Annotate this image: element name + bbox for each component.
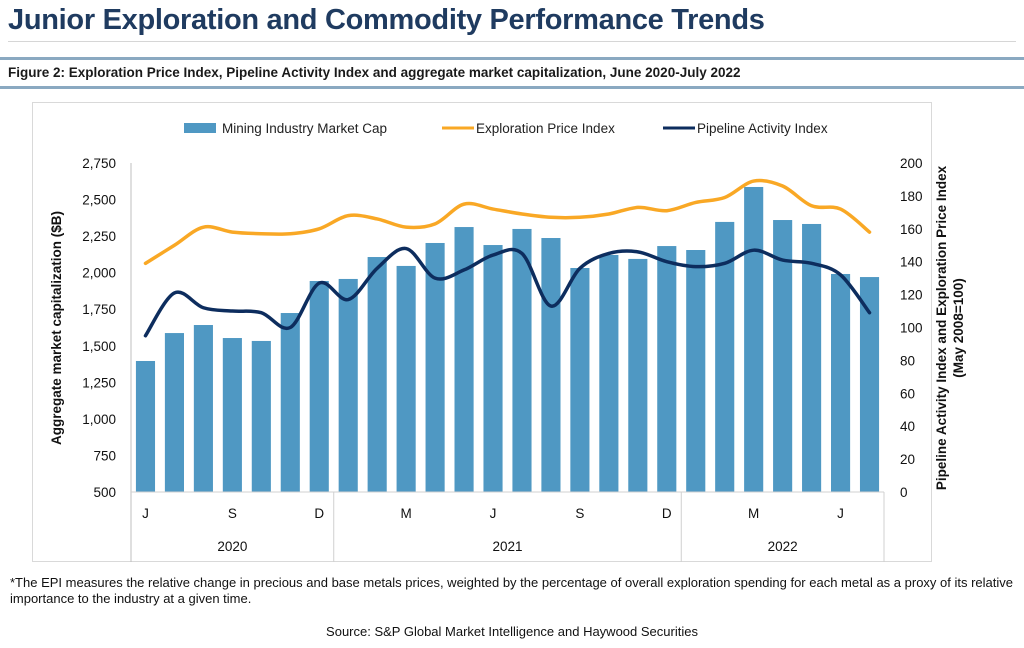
x-year-label: 2020 bbox=[217, 539, 247, 554]
y-tick-label-right: 200 bbox=[900, 156, 923, 171]
legend-label-market-cap: Mining Industry Market Cap bbox=[222, 121, 387, 136]
y-tick-label-right: 60 bbox=[900, 386, 915, 401]
caption-bottom-rule bbox=[0, 86, 1024, 89]
bar-market-cap bbox=[454, 227, 474, 492]
x-tick-label: M bbox=[401, 506, 412, 521]
bar-market-cap bbox=[396, 265, 416, 492]
bar-market-cap bbox=[570, 267, 590, 492]
bar-market-cap bbox=[831, 273, 851, 492]
bar-market-cap bbox=[222, 338, 242, 492]
bar-market-cap bbox=[367, 257, 387, 492]
bar-market-cap bbox=[802, 223, 822, 492]
bar-market-cap bbox=[715, 221, 735, 492]
x-tick-label: D bbox=[662, 506, 672, 521]
bar-market-cap bbox=[483, 245, 503, 492]
y-tick-label-right: 80 bbox=[900, 353, 915, 368]
y-tick-label-right: 20 bbox=[900, 452, 915, 467]
bar-market-cap bbox=[309, 281, 329, 492]
market-cap-bars bbox=[135, 186, 880, 492]
bar-market-cap bbox=[193, 325, 213, 492]
y-tick-label-left: 1,500 bbox=[82, 339, 116, 354]
x-tick-label: M bbox=[748, 506, 759, 521]
chart-frame bbox=[32, 102, 932, 562]
source-note: Source: S&P Global Market Intelligence a… bbox=[326, 624, 698, 639]
y-tick-label-right: 160 bbox=[900, 222, 923, 237]
figure-caption: Figure 2: Exploration Price Index, Pipel… bbox=[8, 65, 741, 80]
y-tick-label-left: 2,000 bbox=[82, 266, 116, 281]
bar-market-cap bbox=[512, 228, 532, 492]
y-tick-label-left: 1,000 bbox=[82, 412, 116, 427]
y-tick-label-left: 1,250 bbox=[82, 375, 116, 390]
y-tick-label-right: 180 bbox=[900, 189, 923, 204]
bar-market-cap bbox=[280, 313, 300, 492]
y-tick-label-left: 2,500 bbox=[82, 193, 116, 208]
bar-market-cap bbox=[135, 360, 156, 492]
bar-market-cap bbox=[599, 254, 619, 492]
axes: 500 750 1,000 1,250 1,500 1,750 2,000 2,250 2,50… bbox=[82, 156, 923, 562]
legend-swatch-market-cap bbox=[184, 123, 216, 133]
legend: Mining Industry Market Cap Exploration P… bbox=[184, 121, 828, 136]
y-tick-label-right: 140 bbox=[900, 255, 923, 270]
bar-market-cap bbox=[773, 220, 793, 492]
line-exploration-price-index bbox=[143, 178, 872, 266]
x-tick-label: S bbox=[575, 506, 584, 521]
bar-market-cap bbox=[657, 246, 677, 492]
y-tick-label-left: 2,750 bbox=[82, 156, 116, 171]
x-tick-label: D bbox=[314, 506, 324, 521]
bar-market-cap bbox=[541, 238, 561, 492]
y-axis-title-right-line2: (May 2008=100) bbox=[951, 278, 966, 377]
y-tick-label-right: 0 bbox=[900, 485, 908, 500]
x-tick-label: J bbox=[837, 506, 844, 521]
bar-market-cap bbox=[628, 258, 648, 492]
bar-market-cap bbox=[425, 242, 445, 492]
y-tick-label-right: 120 bbox=[900, 288, 923, 303]
x-year-label: 2021 bbox=[492, 539, 522, 554]
x-tick-label: S bbox=[228, 506, 237, 521]
index-lines bbox=[143, 178, 872, 338]
x-tick-label: J bbox=[490, 506, 497, 521]
legend-label-pai: Pipeline Activity Index bbox=[697, 121, 828, 136]
bar-market-cap bbox=[859, 277, 880, 492]
footnote: *The EPI measures the relative change in… bbox=[10, 575, 1014, 606]
y-tick-label-right: 40 bbox=[900, 419, 915, 434]
bar-market-cap bbox=[686, 250, 706, 492]
bar-market-cap bbox=[338, 278, 358, 492]
y-tick-label-left: 2,250 bbox=[82, 229, 116, 244]
y-axis-title-left: Aggregate market capitalization ($B) bbox=[49, 211, 64, 445]
legend-label-epi: Exploration Price Index bbox=[476, 121, 615, 136]
bar-market-cap bbox=[744, 186, 764, 492]
x-year-label: 2022 bbox=[768, 539, 798, 554]
bar-market-cap bbox=[164, 333, 184, 492]
y-axis-title-right-line1: Pipeline Activity Index and Exploration … bbox=[934, 165, 949, 490]
title-divider bbox=[8, 41, 1016, 42]
line-pipeline-activity-index bbox=[143, 246, 872, 338]
y-tick-label-left: 750 bbox=[93, 448, 116, 463]
y-tick-label-left: 500 bbox=[93, 485, 116, 500]
y-tick-label-left: 1,750 bbox=[82, 302, 116, 317]
x-tick-label: J bbox=[142, 506, 149, 521]
y-tick-label-right: 100 bbox=[900, 321, 923, 336]
page-title: Junior Exploration and Commodity Perform… bbox=[8, 4, 765, 36]
caption-top-rule bbox=[0, 57, 1024, 60]
bar-market-cap bbox=[251, 340, 271, 492]
